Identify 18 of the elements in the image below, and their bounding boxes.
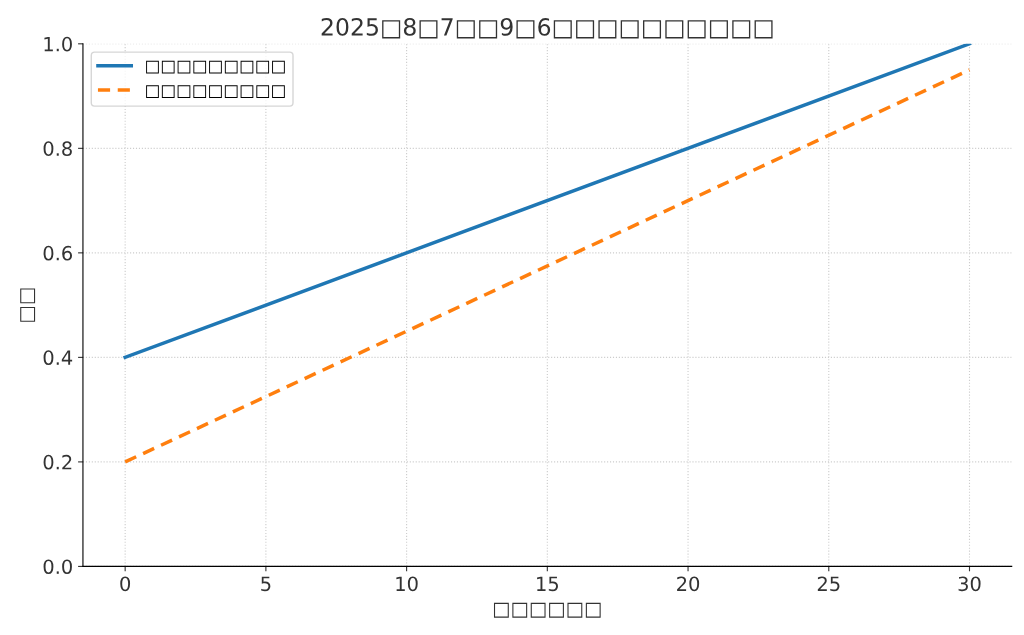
- y-tick-label: 1.0: [44, 36, 72, 52]
- x-tick-label: 5: [261, 576, 271, 592]
- y-tick-label: 0.6: [43, 245, 72, 261]
- x-tick-label: 20: [677, 576, 700, 592]
- chart-title: 2025□8□7□□9□6□□□□□□□□□□: [321, 17, 773, 39]
- x-tick-label: 25: [817, 576, 840, 592]
- y-axis-title: □□: [20, 288, 36, 322]
- x-tick-label: 15: [537, 576, 558, 592]
- y-tick-label: 0.4: [43, 350, 73, 366]
- y-tick-label: 0.2: [43, 454, 72, 470]
- x-tick-label: 30: [958, 576, 981, 592]
- legend-label: □□□□□□□□□: [146, 60, 285, 74]
- x-tick-label: 0: [120, 576, 131, 592]
- x-tick-label: 10: [396, 576, 418, 592]
- legend-label: □□□□□□□□□: [146, 85, 285, 98]
- y-tick-label: 0.8: [43, 141, 72, 156]
- x-axis-title: □□□□□□: [493, 602, 601, 618]
- y-tick-label: 0.0: [43, 559, 72, 575]
